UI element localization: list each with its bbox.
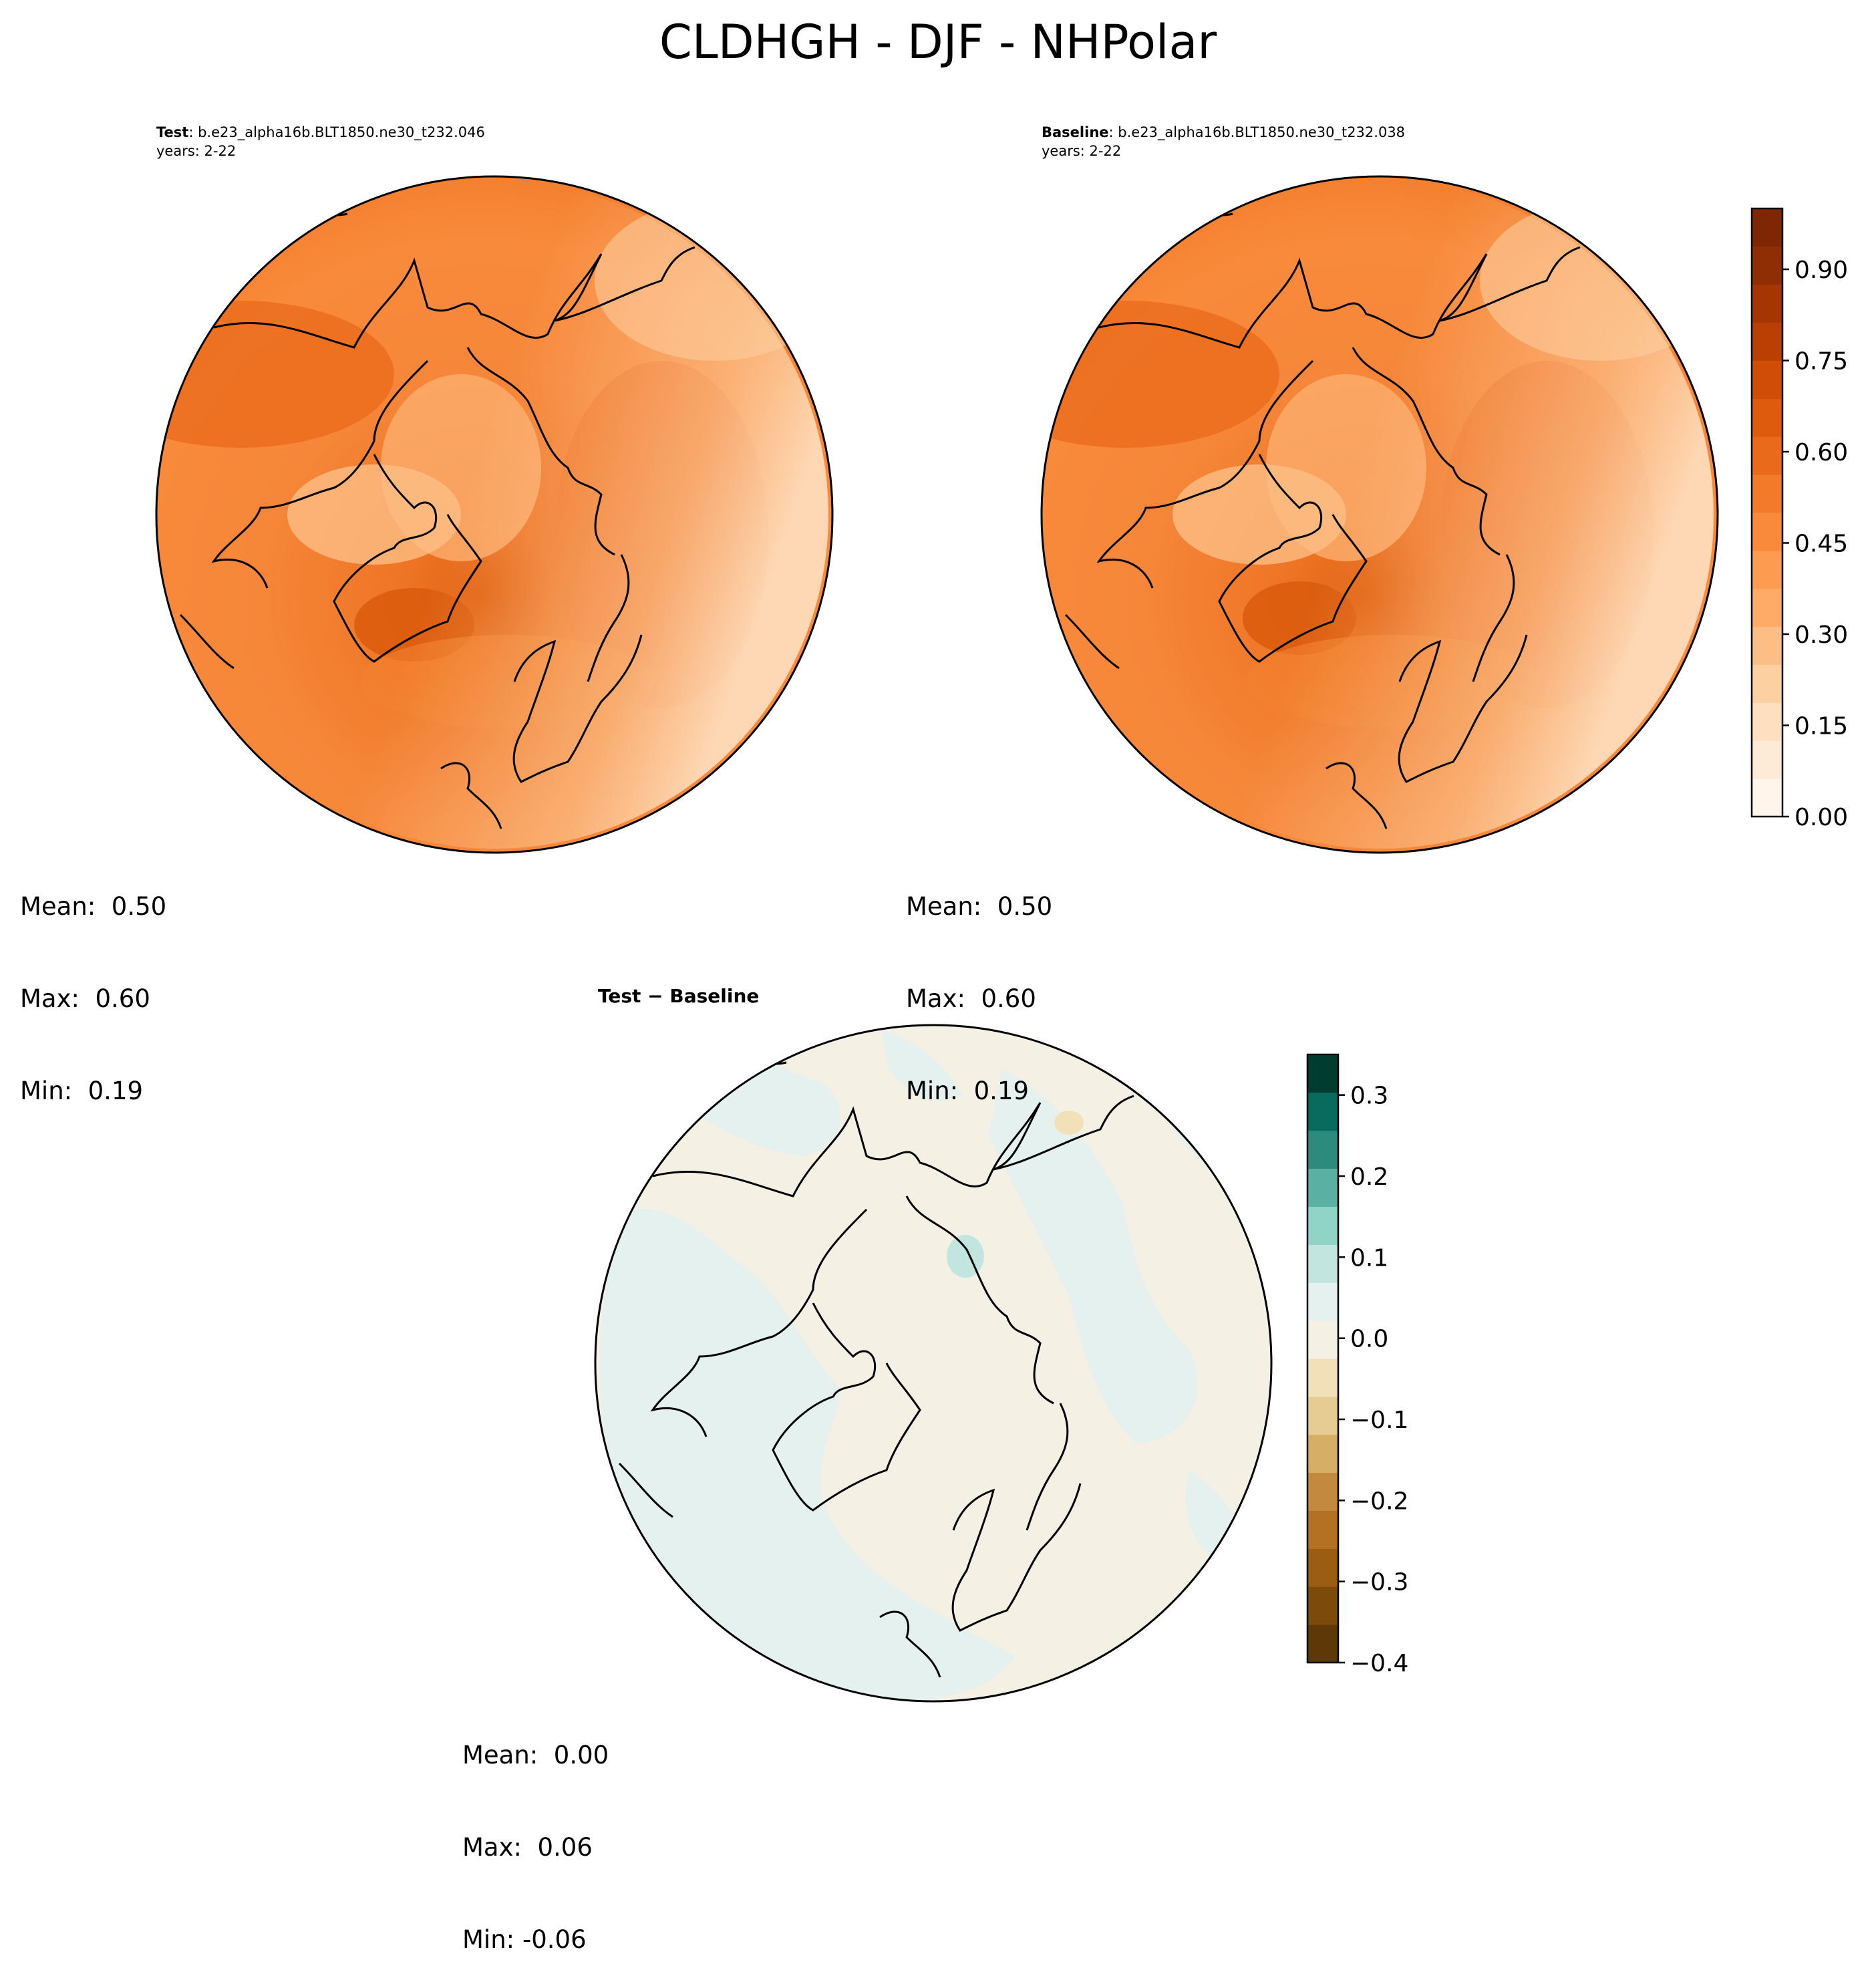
baseline-label: Baseline (1042, 124, 1109, 140)
diff-colorbar-tick-label: −0.3 (1350, 1569, 1408, 1596)
main-colorbar-tick-label: 0.30 (1794, 621, 1848, 649)
main-colorbar-swatch (1752, 702, 1782, 741)
diff-colorbar-swatch (1307, 1168, 1338, 1207)
diff-colorbar-tick-label: 0.3 (1350, 1083, 1388, 1110)
main-colorbar-swatch (1752, 513, 1782, 551)
baseline-panel-title: Baseline: b.e23_alpha16b.BLT1850.ne30_t2… (1042, 123, 1405, 160)
main-colorbar-swatch (1752, 246, 1782, 285)
test-max: Max: 0.60 (20, 984, 150, 1013)
test-label: Test (156, 124, 189, 140)
diff-colorbar-swatch (1307, 1092, 1338, 1131)
test-map (155, 175, 834, 854)
main-colorbar-swatch (1752, 436, 1782, 475)
baseline-min: Min: 0.19 (906, 1077, 1030, 1105)
diff-mean: Mean: 0.00 (462, 1741, 609, 1769)
main-colorbar-swatch (1752, 778, 1782, 817)
main-colorbar-swatch (1752, 664, 1782, 703)
main-colorbar-frame (1750, 207, 1784, 818)
diff-colorbar-tick-label: 0.1 (1350, 1244, 1388, 1272)
main-colorbar-tick-label: 0.60 (1794, 439, 1848, 466)
diff-colorbar-swatch (1307, 1434, 1338, 1473)
figure-title: CLDHGH - DJF - NHPolar (659, 15, 1217, 69)
diff-colorbar-frame (1306, 1053, 1340, 1664)
test-mean: Mean: 0.50 (20, 892, 167, 921)
diff-colorbar-swatch (1307, 1282, 1338, 1321)
baseline-years: years: 2-22 (1042, 143, 1122, 159)
diff-map-boundary (594, 1024, 1273, 1703)
main-colorbar-swatch (1752, 322, 1782, 361)
test-years: years: 2-22 (156, 143, 237, 159)
diff-colorbar-tick-label: 0.2 (1350, 1163, 1388, 1191)
diff-colorbar-swatch (1307, 1396, 1338, 1435)
baseline-stats: Mean: 0.50 Max: 0.60 Min: 0.19 (906, 830, 1052, 1137)
diff-colorbar-tick-label: 0.0 (1350, 1326, 1388, 1353)
main-colorbar-swatch (1752, 474, 1782, 513)
main-colorbar-swatch (1752, 626, 1782, 665)
main-colorbar-swatch (1752, 740, 1782, 779)
main-colorbar-swatch (1752, 398, 1782, 437)
test-map-boundary (155, 175, 834, 854)
diff-max: Max: 0.06 (462, 1833, 593, 1862)
diff-colorbar-swatch (1307, 1054, 1338, 1093)
diff-panel-title: Test − Baseline (598, 985, 760, 1007)
main-colorbar-tick-label: 0.45 (1794, 531, 1848, 558)
baseline-map (1040, 175, 1719, 854)
main-colorbar-swatch (1752, 550, 1782, 589)
baseline-map-contours (1042, 180, 1718, 849)
main-colorbar-swatch (1752, 588, 1782, 627)
diff-colorbar-swatch (1307, 1510, 1338, 1549)
diff-colorbar-swatch (1307, 1586, 1338, 1625)
baseline-coastlines (1064, 186, 1581, 829)
main-colorbar-swatch (1752, 284, 1782, 323)
main-colorbar-tick-label: 0.00 (1794, 804, 1848, 831)
diff-colorbar: −0.4 −0.3 −0.2 −0.1 0.0 0.1 0.2 0.3 (1306, 1053, 1408, 1677)
baseline-case-name: : b.e23_alpha16b.BLT1850.ne30_t232.038 (1108, 124, 1406, 140)
main-colorbar-tick-label: 0.90 (1794, 257, 1848, 284)
test-stats: Mean: 0.50 Max: 0.60 Min: 0.19 (20, 830, 166, 1137)
diff-colorbar-swatch (1307, 1472, 1338, 1511)
diff-colorbar-swatch (1307, 1320, 1338, 1359)
diff-colorbar-swatch (1307, 1359, 1338, 1397)
main-colorbar-tick-label: 0.15 (1794, 713, 1848, 740)
test-panel-title: Test: b.e23_alpha16b.BLT1850.ne30_t232.0… (156, 123, 485, 160)
main-colorbar-swatch (1752, 208, 1782, 247)
diff-stats: Mean: 0.00 Max: 0.06 Min: -0.06 (462, 1679, 609, 1986)
baseline-max: Max: 0.60 (906, 984, 1036, 1013)
test-map-contours (156, 180, 832, 849)
main-colorbar: 0.00 0.15 0.30 0.45 0.60 0.75 0.90 (1750, 207, 1848, 831)
main-colorbar-swatch (1752, 360, 1782, 399)
diff-colorbar-swatch (1307, 1130, 1338, 1169)
diff-colorbar-tick-label: −0.2 (1350, 1487, 1408, 1515)
diff-colorbar-swatch (1307, 1548, 1338, 1587)
diff-colorbar-swatch (1307, 1244, 1338, 1283)
baseline-map-boundary (1040, 175, 1719, 854)
baseline-mean: Mean: 0.50 (906, 892, 1053, 921)
main-colorbar-tick-label: 0.75 (1794, 348, 1848, 376)
diff-colorbar-swatch (1307, 1624, 1338, 1663)
test-min: Min: 0.19 (20, 1077, 144, 1105)
diff-colorbar-swatch (1307, 1206, 1338, 1245)
map-canvas: 0.000.150.300.450.600.750.90 −0.4−0.3−0.… (155, 175, 1848, 1703)
diff-min: Min: -0.06 (462, 1925, 587, 1954)
test-case-name: : b.e23_alpha16b.BLT1850.ne30_t232.046 (188, 124, 485, 140)
diff-colorbar-tick-label: −0.1 (1350, 1407, 1408, 1434)
diff-colorbar-tick-label: −0.4 (1350, 1650, 1408, 1677)
